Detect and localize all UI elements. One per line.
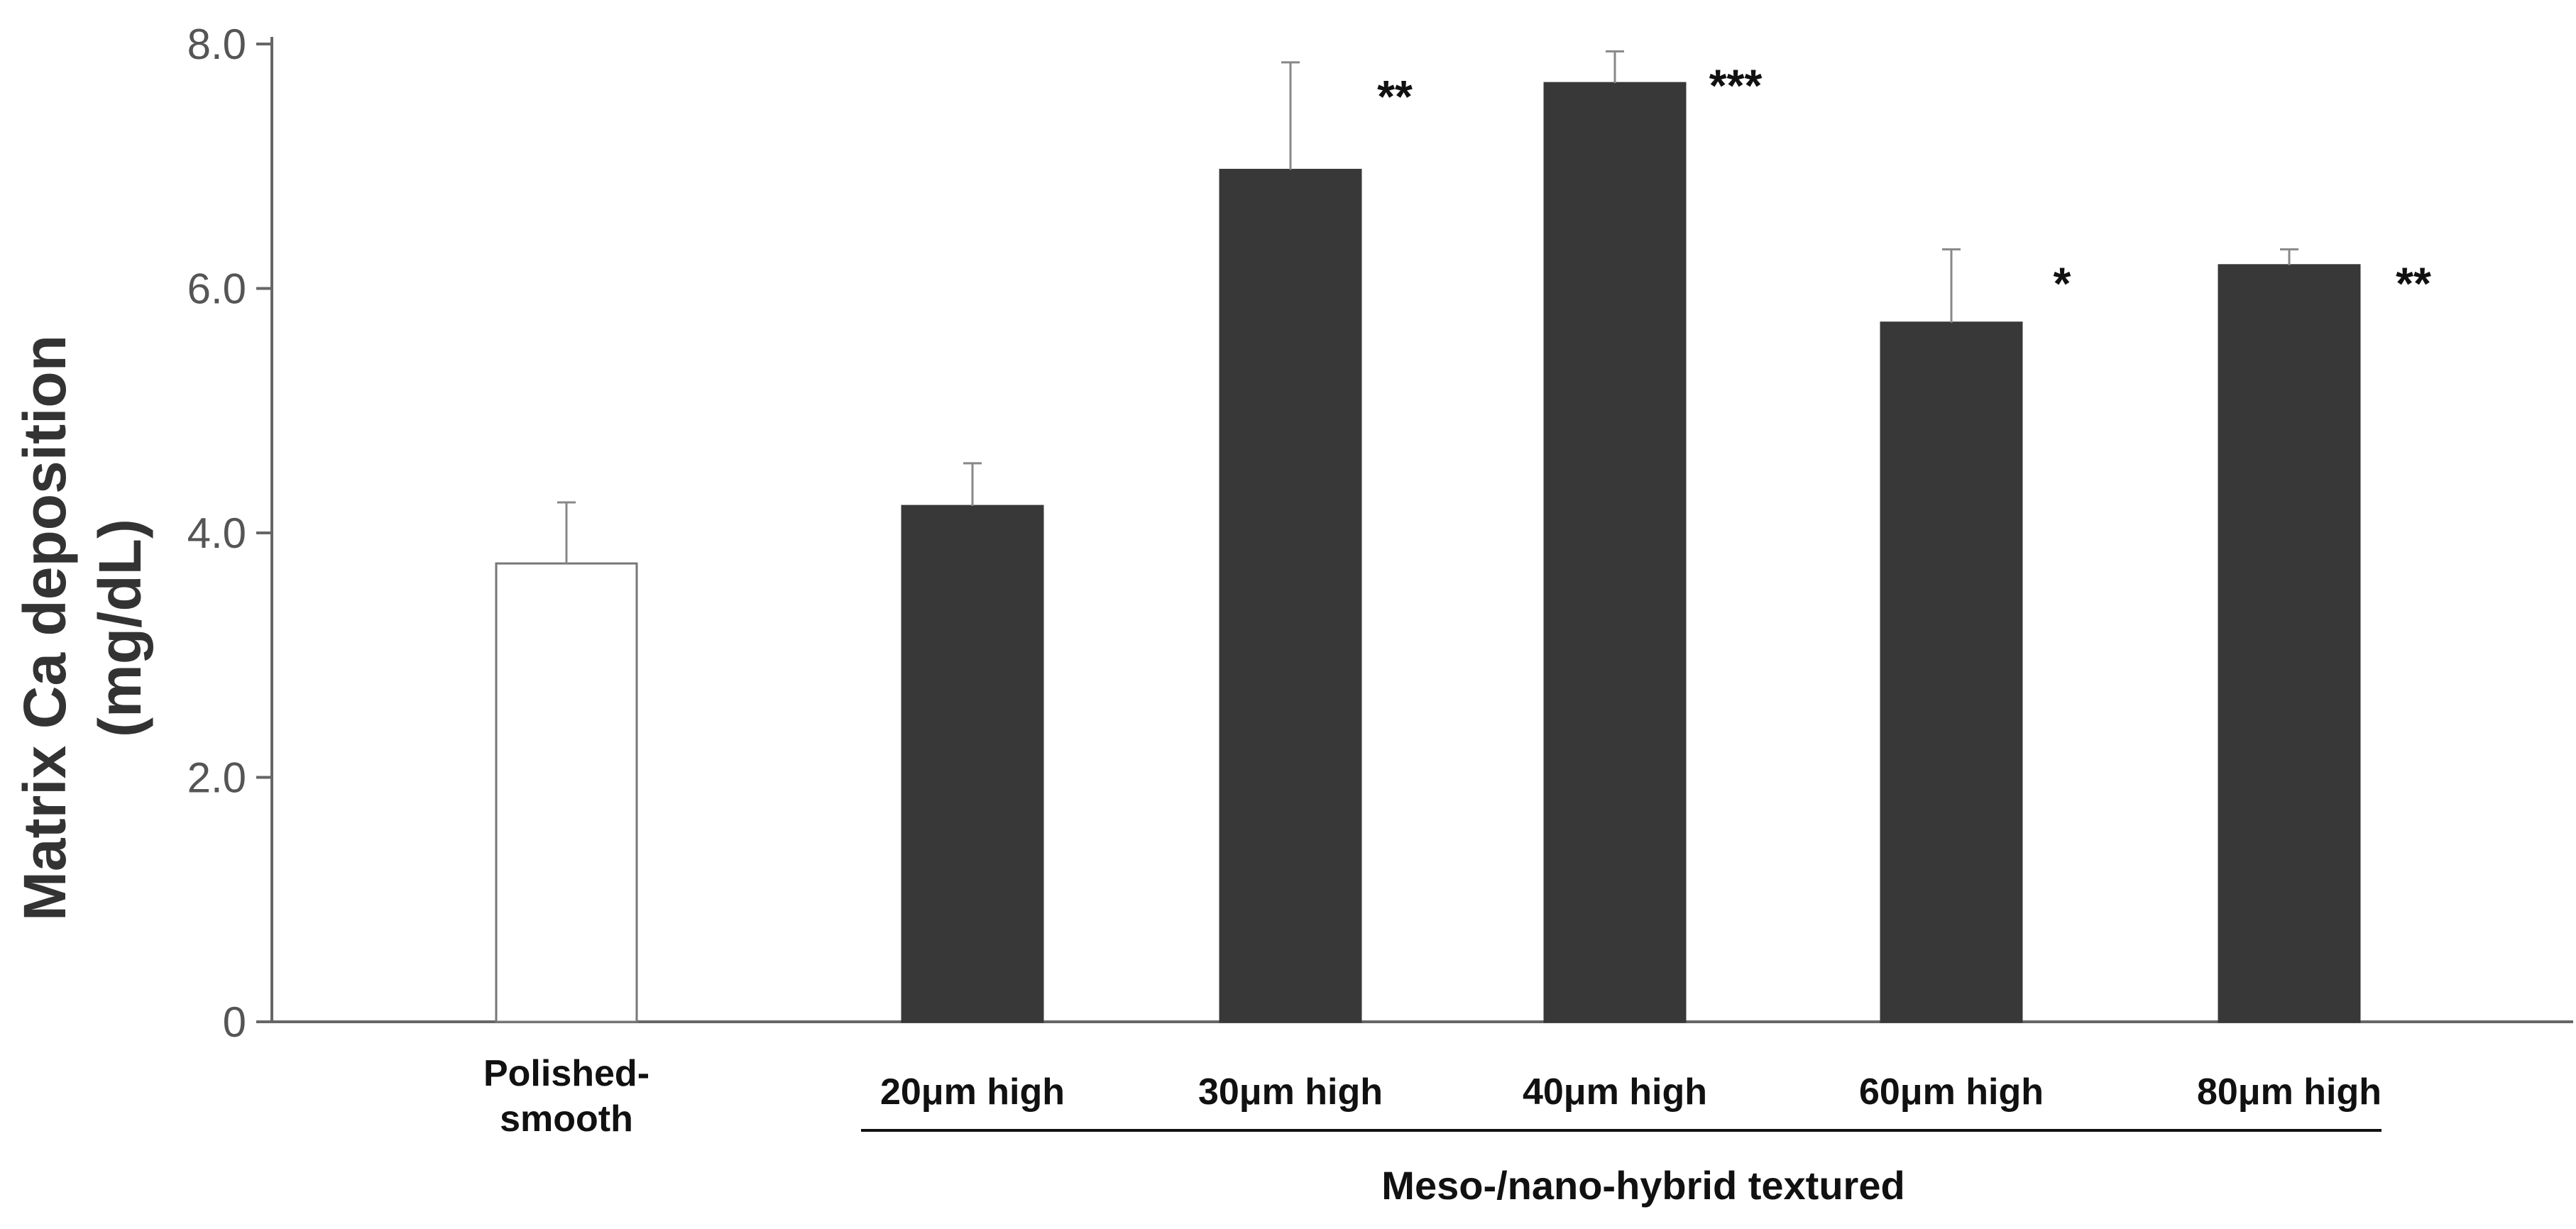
category-labels: Polished-smooth 20μm high 30μm high 40μm hi… [483, 1053, 2382, 1140]
bar [1219, 168, 1362, 1023]
significance-marker: *** [1709, 60, 1763, 111]
y-tick-label: 2.0 [187, 754, 246, 802]
y-tick-label: 6.0 [187, 265, 246, 313]
y-tick-label: 8.0 [187, 21, 246, 68]
category-label: 80μm high [2197, 1071, 2382, 1113]
category-label: 30μm high [1198, 1071, 1383, 1113]
significance-marker: ** [2396, 258, 2431, 309]
significance-marker: ** [1377, 71, 1413, 122]
group-bracket: Meso-/nano-hybrid textured [861, 1129, 2382, 1208]
category-label: 60μm high [1859, 1071, 2044, 1113]
error-bars [557, 50, 2298, 564]
y-ticks: 0 2.0 4.0 6.0 8.0 [187, 21, 272, 1046]
y-axis-title: Matrix Ca deposition (mg/dL) [11, 335, 153, 921]
bars [495, 82, 2361, 1023]
axes [270, 37, 2573, 1023]
significance-marker: * [2054, 258, 2071, 309]
y-tick-label: 4.0 [187, 509, 246, 557]
significance-labels: ** **** ** [1377, 60, 2431, 309]
group-label: Meso-/nano-hybrid textured [1381, 1163, 1904, 1208]
category-label: 20μm high [880, 1071, 1065, 1113]
y-axis-title-line1: Matrix Ca deposition [11, 335, 78, 921]
bar [901, 505, 1044, 1023]
bar [2218, 264, 2361, 1023]
bar [1880, 321, 2023, 1023]
bar [1543, 82, 1687, 1023]
bar [495, 562, 638, 1023]
y-axis-title-line2: (mg/dL) [87, 519, 153, 737]
y-tick-label: 0 [223, 998, 246, 1046]
category-label: 40μm high [1523, 1071, 1707, 1113]
category-label: smooth [500, 1098, 633, 1140]
category-label: Polished- [483, 1053, 650, 1094]
